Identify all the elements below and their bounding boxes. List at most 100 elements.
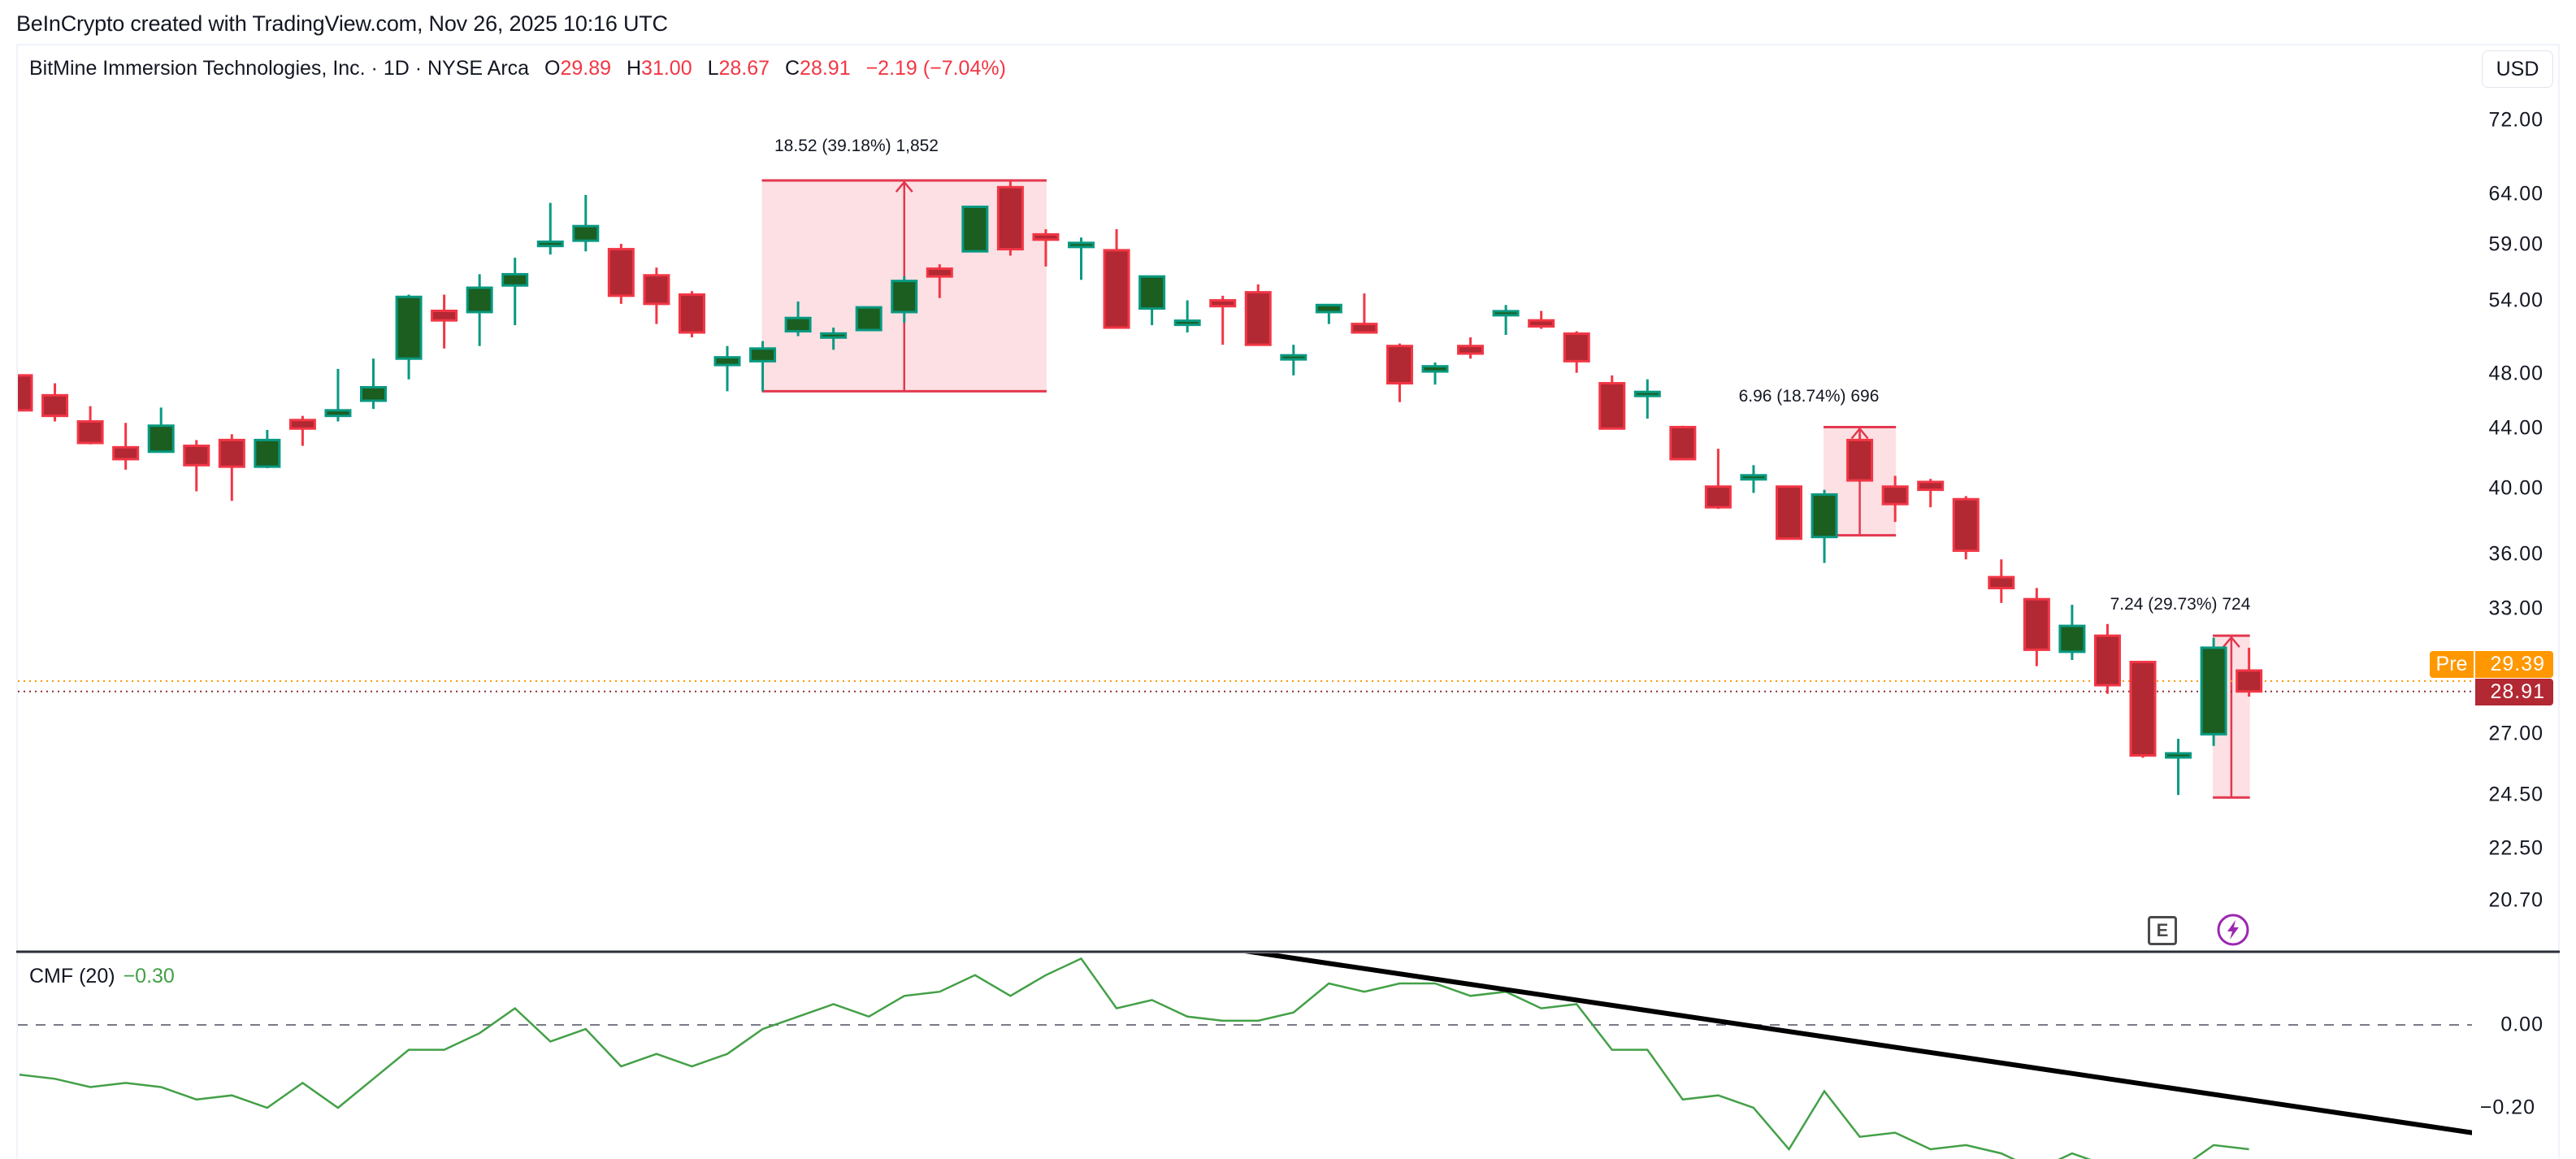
pre-market-tag: Pre <box>2430 651 2474 678</box>
candle <box>147 407 175 454</box>
candle <box>324 368 352 422</box>
candle <box>2058 605 2086 660</box>
candle <box>1315 303 1342 324</box>
candle <box>183 440 210 492</box>
chart-credit: BeInCrypto created with TradingView.com,… <box>16 11 668 36</box>
candle <box>678 291 705 338</box>
candle <box>1138 275 1166 326</box>
chart-frame <box>16 44 2560 1159</box>
price-tick: 44.00 <box>2488 416 2543 440</box>
price-tick: 48.00 <box>2488 362 2543 385</box>
candle <box>2200 637 2227 746</box>
currency-button[interactable]: USD <box>2482 50 2553 88</box>
candle <box>2165 739 2192 796</box>
candle <box>784 301 812 336</box>
price-tick: 64.00 <box>2488 182 2543 206</box>
cmf-trendline[interactable] <box>1240 950 2472 1135</box>
candle <box>1811 489 1838 563</box>
candle <box>2236 647 2263 697</box>
candle <box>2023 588 2050 666</box>
candle <box>1846 434 1874 482</box>
candle <box>1881 475 1909 523</box>
candle <box>18 374 33 412</box>
price-tick: 24.50 <box>2488 783 2543 806</box>
change-value: −2.19 (−7.04%) <box>865 57 1006 80</box>
high-value: 31.00 <box>641 57 692 80</box>
candle <box>1351 293 1378 334</box>
price-tick: 54.00 <box>2488 289 2543 312</box>
candle <box>1244 284 1272 346</box>
candle <box>1563 331 1590 373</box>
candle <box>1952 496 1980 560</box>
cmf-pane[interactable] <box>18 950 2472 1159</box>
candle <box>431 294 458 349</box>
candle <box>466 274 493 346</box>
candle <box>1280 345 1308 375</box>
high-label: H <box>626 57 642 80</box>
pre-market-price-tag: 29.39 <box>2475 651 2553 678</box>
candle <box>1032 229 1060 267</box>
candle <box>254 430 281 469</box>
lightning-icon[interactable] <box>2216 913 2250 947</box>
candle <box>1103 229 1130 329</box>
open-value: 29.89 <box>560 57 612 80</box>
cmf-line <box>19 957 2249 1159</box>
symbol-legend: BitMine Immersion Technologies, Inc. · 1… <box>29 57 1006 80</box>
candle <box>1068 237 1095 280</box>
candle <box>607 244 635 304</box>
symbol-title[interactable]: BitMine Immersion Technologies, Inc. · 1… <box>29 57 530 80</box>
candle <box>855 306 883 332</box>
candle <box>395 294 423 380</box>
candle <box>713 345 741 392</box>
candle <box>1457 337 1485 359</box>
candle <box>2093 623 2121 694</box>
price-tick: 22.50 <box>2488 836 2543 860</box>
candle <box>996 180 1024 256</box>
price-pane[interactable] <box>7 179 2472 799</box>
candle <box>1528 310 1555 329</box>
measure-label-2: 6.96 (18.74%) 696 <box>1738 387 1880 406</box>
candle <box>2129 661 2157 758</box>
candle <box>1386 343 1413 402</box>
price-tick: 27.00 <box>2488 722 2543 745</box>
candle <box>1917 479 1945 508</box>
cmf-legend[interactable]: CMF (20) −0.30 <box>29 965 175 988</box>
candle <box>961 206 989 253</box>
candle <box>1598 375 1626 430</box>
candle <box>1669 425 1697 461</box>
price-tick: 36.00 <box>2488 542 2543 566</box>
candle <box>218 434 245 501</box>
candle <box>1209 295 1237 345</box>
candle <box>572 194 600 252</box>
low-label: L <box>707 57 719 80</box>
candle <box>41 383 69 422</box>
cmf-tick: −0.20 <box>2479 1096 2535 1119</box>
close-value: 28.91 <box>800 57 851 80</box>
candle <box>749 341 777 392</box>
earnings-marker[interactable]: E <box>2148 916 2177 945</box>
candle <box>1173 300 1201 333</box>
candle <box>643 267 670 324</box>
low-value: 28.67 <box>718 57 770 80</box>
candle <box>288 415 316 446</box>
candle <box>891 276 918 323</box>
cmf-title: CMF (20) <box>29 965 115 988</box>
candle <box>501 258 529 326</box>
last-price-tag: 28.91 <box>2475 679 2553 705</box>
price-tick: 59.00 <box>2488 232 2543 256</box>
candle <box>1740 465 1767 493</box>
candle <box>1988 559 2015 603</box>
price-tick: 40.00 <box>2488 476 2543 500</box>
candle <box>536 202 564 255</box>
candle <box>360 358 387 410</box>
candle <box>112 423 140 470</box>
candle <box>1776 485 1802 540</box>
candle <box>1704 449 1732 510</box>
cmf-tick: 0.00 <box>2500 1013 2543 1036</box>
candle <box>76 406 104 445</box>
measure-label-3: 7.24 (29.73%) 724 <box>2110 595 2251 614</box>
close-label: C <box>784 57 800 80</box>
price-tick: 72.00 <box>2488 108 2543 132</box>
cmf-value: −0.30 <box>123 965 175 988</box>
